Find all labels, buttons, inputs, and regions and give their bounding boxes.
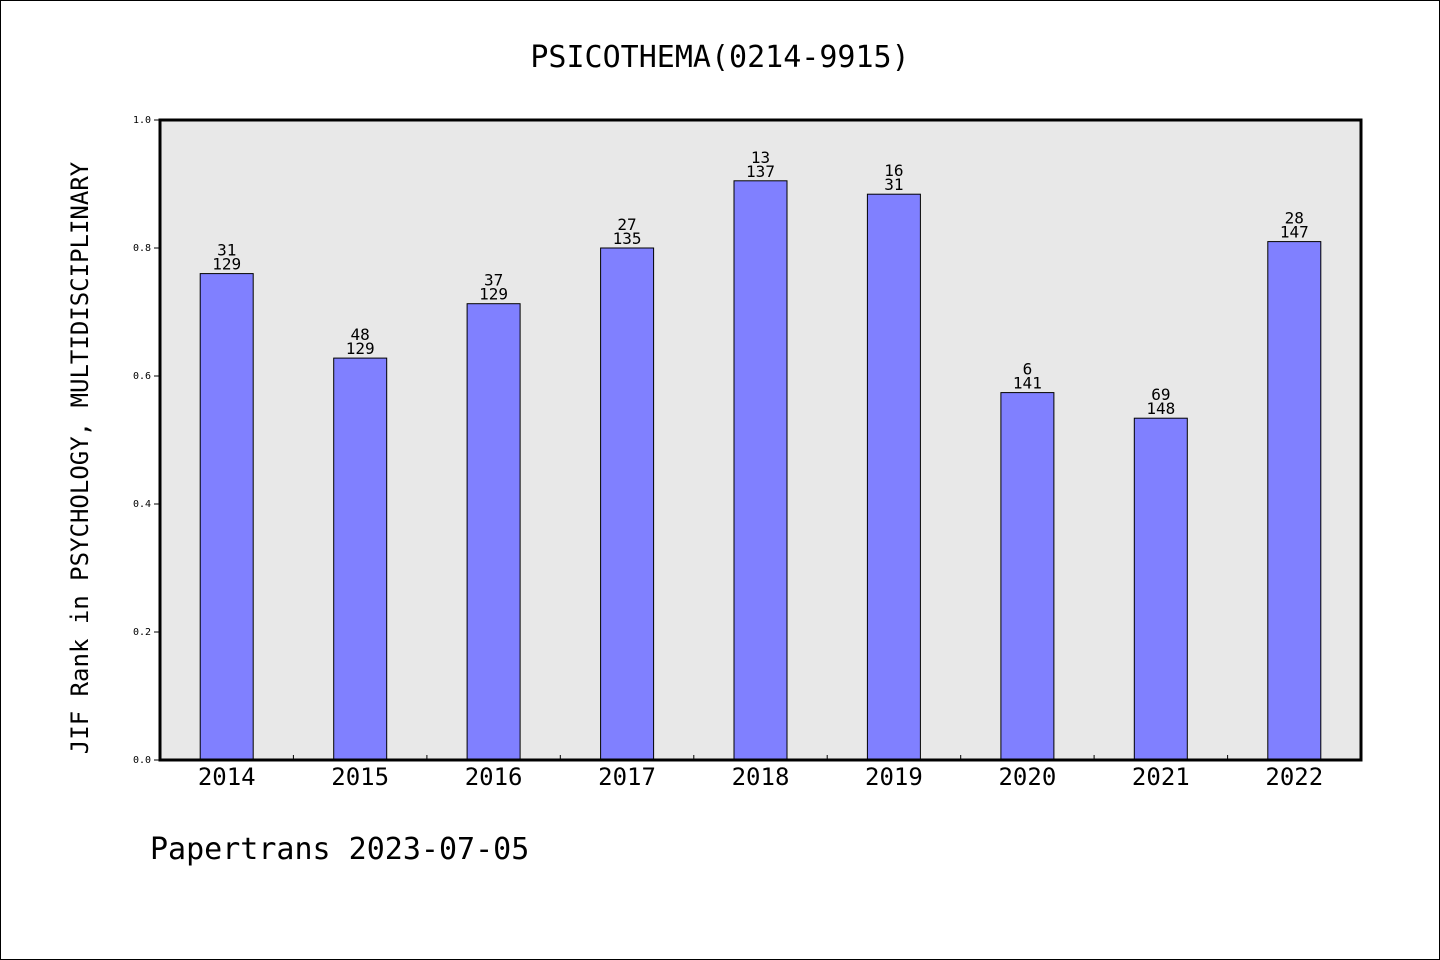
x-tick-label-2016: 2016 [465,763,523,791]
x-tick-label-2021: 2021 [1132,763,1190,791]
bar-2016 [466,303,521,761]
bar-label-rank-2021: 69 [1151,385,1170,404]
y-tick-label: 0.0 [133,755,151,766]
y-tick-label: 0.8 [133,243,151,254]
y-tick-label: 0.6 [133,371,151,382]
bar-label-rank-2016: 37 [484,271,503,290]
bar-2015 [333,357,388,761]
x-tick-label-2020: 2020 [998,763,1056,791]
bar-label-rank-2017: 27 [617,215,636,234]
bar-label-rank-2022: 28 [1285,209,1304,228]
bar-2020 [1000,392,1055,761]
bar-label-total-2017: 135 [613,229,642,248]
x-tick-label-2015: 2015 [331,763,389,791]
bar-2019 [866,193,921,761]
bar-label-total-2018: 137 [746,162,775,181]
x-tick-label-2017: 2017 [598,763,656,791]
watermark-text: Papertrans 2023-07-05 [150,832,530,867]
y-tick-label: 1.0 [133,115,151,126]
x-tick-label-2018: 2018 [732,763,790,791]
bar-label-total-2021: 148 [1146,399,1175,418]
bar-label-total-2016: 129 [479,285,508,304]
bar-label-total-2015: 129 [346,339,375,358]
bar-2014 [199,273,254,761]
y-tick-label: 0.4 [133,499,151,510]
y-tick-label: 0.2 [133,627,151,638]
x-tick-label-2022: 2022 [1265,763,1323,791]
bar-label-total-2014: 129 [212,255,241,274]
y-axis-label: JIF Rank in PSYCHOLOGY, MULTIDISCIPLINAR… [66,161,94,754]
bar-label-rank-2018: 13 [751,148,770,167]
bar-2017 [600,247,655,761]
bar-label-rank-2020: 6 [1023,360,1033,379]
plot-border [158,118,1363,762]
ticks-layer: 2014 2015 2016 2017 2018 2019 2020 2021 2022 0.0 0… [133,115,1323,791]
bar-label-total-2020: 141 [1013,374,1042,393]
bar-label-rank-2015: 48 [351,325,370,344]
bar-2021 [1133,417,1188,761]
bar-2018 [733,180,788,761]
bar-label-rank-2019: 16 [884,161,903,180]
bar-label-total-2019: 31 [884,175,903,194]
bar-label-total-2022: 147 [1280,223,1309,242]
bar-2022 [1267,241,1322,761]
x-tick-label-2014: 2014 [198,763,256,791]
bar-label-rank-2014: 31 [217,241,236,260]
chart-title: PSICOTHEMA(0214-9915) [530,40,909,75]
x-tick-label-2019: 2019 [865,763,923,791]
